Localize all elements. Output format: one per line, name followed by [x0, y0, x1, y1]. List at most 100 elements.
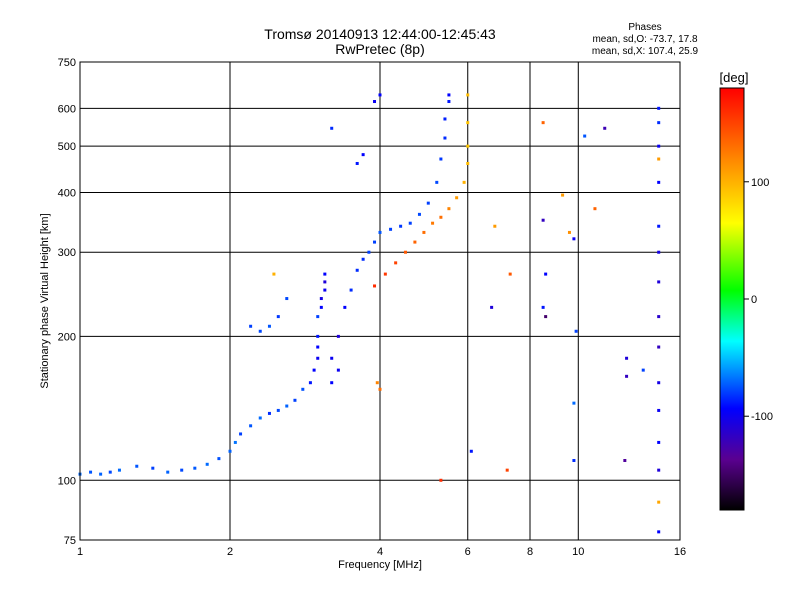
echo-point — [249, 324, 253, 328]
echo-point — [323, 288, 327, 292]
echo-point — [466, 93, 470, 97]
echo-point — [135, 464, 139, 468]
echo-point — [403, 250, 407, 254]
echo-point — [422, 230, 426, 234]
echo-point — [505, 468, 509, 472]
echo-point — [355, 161, 359, 165]
colorbar-title: [deg] — [720, 70, 749, 85]
chart-subtitle: RwPretec (8p) — [335, 41, 424, 57]
echo-point — [572, 401, 576, 405]
echo-point — [249, 424, 253, 428]
chart-title: Tromsø 20140913 12:44:00-12:45:43 — [264, 26, 496, 42]
echo-point — [567, 230, 571, 234]
echo-point — [180, 468, 184, 472]
echo-point — [657, 440, 661, 444]
echo-point — [657, 315, 661, 319]
echo-point — [657, 500, 661, 504]
echo-point — [343, 305, 347, 309]
colorbar-tick-label: -100 — [751, 411, 773, 423]
y-tick-label: 400 — [58, 187, 76, 199]
echo-point — [378, 230, 382, 234]
y-tick-label: 500 — [58, 141, 76, 153]
echo-point — [389, 227, 393, 231]
echo-point — [603, 126, 607, 130]
echo-point — [267, 411, 271, 415]
echo-point — [301, 387, 305, 391]
colorbar — [719, 87, 745, 511]
echo-point — [319, 305, 323, 309]
echo-point — [657, 381, 661, 385]
echo-point — [394, 261, 398, 265]
echo-point — [443, 117, 447, 121]
echo-point — [378, 387, 382, 391]
echo-point — [466, 121, 470, 125]
echo-point — [89, 470, 93, 474]
echo-point — [267, 324, 271, 328]
echo-point — [413, 240, 417, 244]
echo-point — [469, 449, 473, 453]
echo-point — [657, 408, 661, 412]
echo-point — [657, 224, 661, 228]
y-tick-label: 600 — [58, 103, 76, 115]
echo-point — [373, 240, 377, 244]
echo-point — [625, 374, 629, 378]
phases-header: Phases — [628, 22, 661, 33]
echo-point — [319, 297, 323, 301]
echo-point — [276, 315, 280, 319]
echo-point — [439, 478, 443, 482]
x-tick-label: 1 — [77, 546, 83, 558]
echo-point — [447, 100, 451, 104]
y-tick-label: 75 — [64, 535, 76, 547]
echo-point — [443, 136, 447, 140]
echo-point — [493, 224, 497, 228]
echo-point — [435, 180, 439, 184]
echo-point — [544, 272, 548, 276]
echo-point — [373, 284, 377, 288]
echo-point — [355, 268, 359, 272]
echo-point — [323, 280, 327, 284]
echo-point — [258, 416, 262, 420]
x-tick-label: 8 — [527, 546, 533, 558]
echo-point — [361, 153, 365, 157]
x-tick-label: 10 — [572, 546, 584, 558]
y-tick-label: 200 — [58, 331, 76, 343]
echo-point — [285, 297, 289, 301]
echo-point — [349, 288, 353, 292]
colorbar-tick-label: 0 — [751, 294, 757, 306]
echo-point — [447, 207, 451, 211]
echo-point — [293, 398, 297, 402]
echo-point — [466, 144, 470, 148]
echo-point — [657, 345, 661, 349]
echo-point — [99, 472, 103, 476]
echo-point — [572, 458, 576, 462]
phases-x-mode: mean, sd,X: 107.4, 25.9 — [592, 46, 699, 57]
echo-point — [544, 315, 548, 319]
echo-point — [641, 368, 645, 372]
echo-point — [285, 404, 289, 408]
x-axis-label: Frequency [MHz] — [338, 559, 422, 571]
x-tick-label: 16 — [674, 546, 686, 558]
echo-point — [399, 224, 403, 228]
echo-point — [316, 334, 320, 338]
echo-point — [541, 218, 545, 222]
echo-point — [308, 381, 312, 385]
echo-point — [408, 221, 412, 225]
echo-point — [330, 381, 334, 385]
y-tick-label: 750 — [58, 57, 76, 69]
colorbar-tick-label: 100 — [751, 177, 769, 189]
echo-point — [657, 180, 661, 184]
echo-point — [541, 121, 545, 125]
echo-point — [373, 100, 377, 104]
echo-point — [276, 408, 280, 412]
echo-point — [383, 272, 387, 276]
echo-point — [272, 272, 276, 276]
echo-point — [258, 329, 262, 333]
echo-point — [657, 530, 661, 534]
echo-point — [323, 272, 327, 276]
echo-point — [623, 458, 627, 462]
echo-point — [312, 368, 316, 372]
echo-point — [593, 207, 597, 211]
echo-point — [583, 134, 587, 138]
echo-point — [166, 470, 170, 474]
echo-point — [431, 221, 435, 225]
